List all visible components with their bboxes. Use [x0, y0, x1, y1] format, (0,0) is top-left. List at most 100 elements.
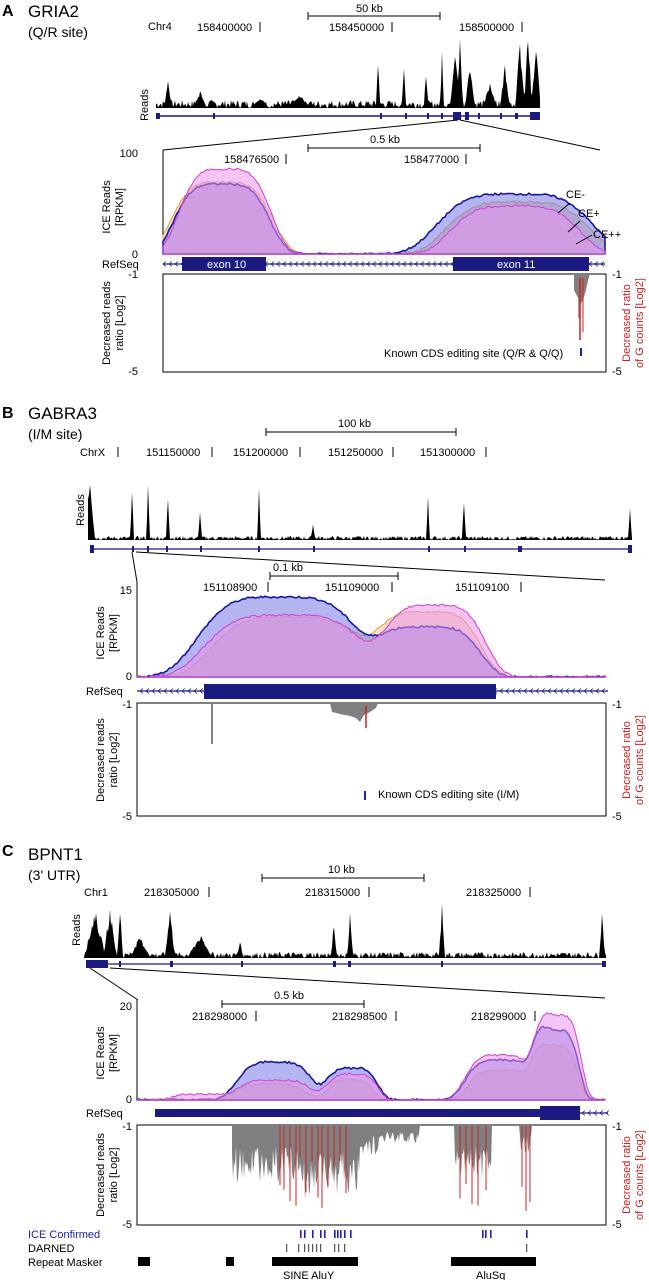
ice-confirmed-mark	[490, 1230, 492, 1238]
strand-arrow	[444, 261, 449, 267]
zoom-scale-label: 0.1 kb	[273, 562, 303, 574]
strand-arrow	[348, 261, 353, 267]
decreased-box	[136, 702, 607, 817]
strand-arrow	[593, 1110, 598, 1116]
zoom-line-left	[162, 119, 459, 151]
strand-arrow	[270, 261, 275, 267]
ice-confirmed-mark	[344, 1230, 346, 1238]
site-label: (I/M site)	[28, 426, 82, 442]
ice-min: 0	[132, 249, 138, 261]
darned-mark	[286, 1244, 288, 1252]
chrom-label: ChrX	[80, 447, 106, 459]
dec-top-left: -1	[128, 269, 138, 281]
strand-arrow	[187, 688, 192, 694]
strand-arrow	[175, 688, 180, 694]
track-repeat-masker: Repeat Masker	[28, 1257, 103, 1269]
zoom-coord-label: 158477000	[404, 154, 459, 166]
refseq-track	[162, 257, 605, 271]
ice-curve	[162, 167, 606, 255]
zoom-coord-label: 151108900	[203, 582, 257, 594]
strand-arrow	[601, 688, 606, 694]
dec-bottom-left: -5	[122, 811, 132, 823]
darned-mark	[526, 1244, 528, 1252]
strand-arrow	[577, 688, 582, 694]
strand-arrow	[599, 1110, 604, 1116]
dec-top-left: -1	[122, 699, 132, 711]
strand-arrow	[139, 688, 144, 694]
ice-min: 0	[126, 671, 132, 683]
decreased-area	[232, 1125, 532, 1200]
strand-arrow	[312, 261, 317, 267]
coord-label: 218325000	[466, 887, 521, 899]
legend-ce-plus: CE+	[578, 208, 600, 220]
scale-label: 50 kb	[356, 3, 383, 15]
g-axis-unit: of G counts [Log2]	[634, 1130, 646, 1220]
strand-arrow	[559, 688, 564, 694]
gene-name: GABRA3	[28, 404, 97, 423]
ice-confirmed-mark	[334, 1230, 336, 1238]
strand-arrow	[438, 261, 443, 267]
ice-confirmed-mark	[320, 1230, 322, 1238]
strand-arrow	[288, 261, 293, 267]
ice-confirmed-mark	[526, 1230, 528, 1238]
strand-arrow	[547, 688, 552, 694]
strand-arrow	[402, 261, 407, 267]
ice-reads-track	[136, 1012, 606, 1101]
read-coverage-track	[88, 484, 632, 540]
chrom-label: Chr1	[84, 887, 108, 899]
ice-curve	[136, 1012, 606, 1101]
strand-arrow	[294, 261, 299, 267]
dec-bottom-right: -5	[612, 811, 622, 823]
strand-arrow	[517, 688, 522, 694]
strand-arrow	[318, 261, 323, 267]
dec-axis-unit: ratio [Log2]	[108, 1147, 120, 1202]
repeat-label-aluy: SINE AluY	[283, 1270, 335, 1280]
g-axis-label: Decreased ratio	[621, 721, 633, 799]
strand-arrow	[565, 688, 570, 694]
g-axis-unit: of G counts [Log2]	[634, 715, 646, 805]
g-axis-label: Decreased ratio	[621, 284, 633, 362]
reads-axis-label: Reads	[75, 494, 87, 526]
exon-label: exon 11	[497, 259, 535, 271]
refseq-track	[155, 1106, 610, 1120]
panel-letter: A	[2, 3, 14, 20]
ice-confirmed-mark	[485, 1230, 487, 1238]
strand-arrow	[300, 261, 305, 267]
strand-arrow	[553, 688, 558, 694]
gene-model	[86, 960, 606, 968]
read-coverage-track	[84, 903, 606, 958]
refseq-label: RefSeq	[102, 259, 139, 271]
ice-max: 15	[120, 585, 132, 597]
strand-arrow	[600, 261, 605, 267]
chrom-label: Chr4	[148, 21, 172, 33]
strand-arrow	[324, 261, 329, 267]
strand-arrow	[420, 261, 425, 267]
decreased-box	[162, 273, 607, 373]
panel-letter: B	[2, 405, 14, 422]
ice-reads-track	[162, 167, 606, 255]
ice-confirmed-mark	[340, 1230, 342, 1238]
strand-arrow	[157, 688, 162, 694]
gene-model	[90, 545, 632, 553]
strand-arrow	[426, 261, 431, 267]
strand-arrow	[529, 688, 534, 694]
strand-arrow	[414, 261, 419, 267]
darned-mark	[334, 1244, 336, 1252]
strand-arrow	[523, 688, 528, 694]
strand-arrow	[372, 261, 377, 267]
panel-a: A GRIA2 (Q/R site) Chr4 50 kb 158400000 …	[2, 2, 646, 378]
coord-label: 151300000	[420, 447, 475, 459]
known-site-marker	[364, 791, 366, 800]
ice-confirmed-mark	[312, 1230, 314, 1238]
dec-top-right: -1	[612, 1121, 622, 1133]
strand-arrow	[360, 261, 365, 267]
ice-confirmed-mark	[300, 1230, 302, 1238]
coord-label: 158450000	[329, 22, 384, 34]
ice-confirmed-mark	[337, 1230, 339, 1238]
zoom-line-right	[459, 119, 601, 151]
zoom-coord-label: 218298000	[192, 1011, 247, 1023]
darned-track	[286, 1244, 528, 1252]
strand-arrow	[499, 688, 504, 694]
ice-confirmed-mark	[304, 1230, 306, 1238]
coord-label: 151250000	[328, 447, 383, 459]
